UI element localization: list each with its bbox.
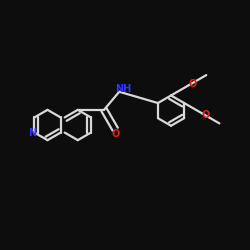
Text: NH: NH xyxy=(116,84,132,94)
Text: O: O xyxy=(202,110,210,120)
Text: O: O xyxy=(188,79,197,89)
Text: N: N xyxy=(28,128,36,138)
Text: O: O xyxy=(111,129,120,139)
